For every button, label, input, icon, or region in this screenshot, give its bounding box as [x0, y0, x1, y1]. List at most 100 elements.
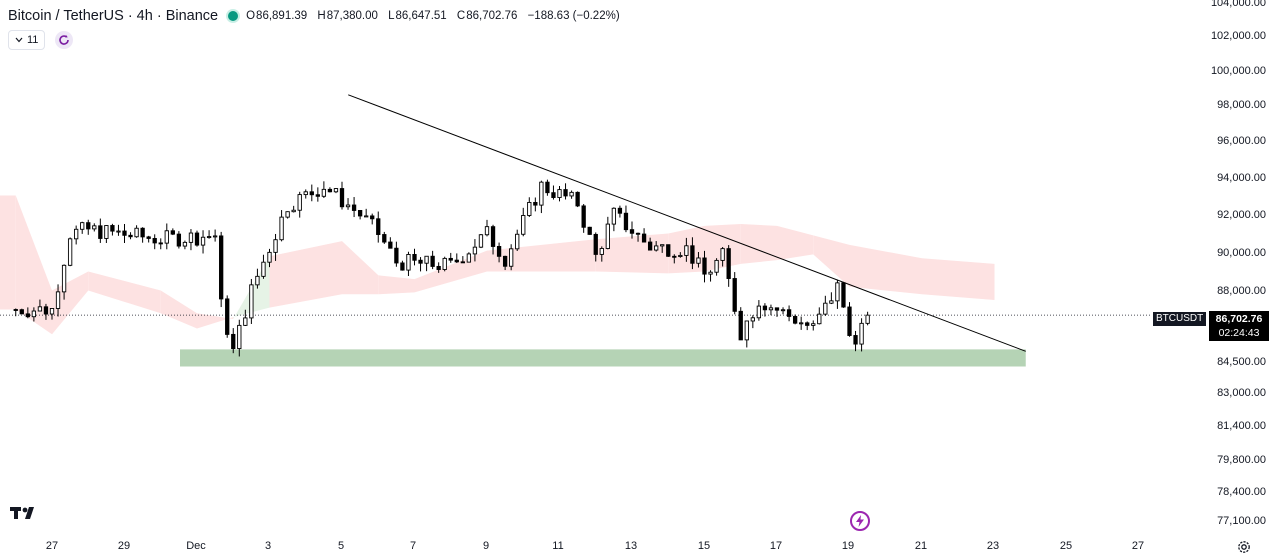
- candle: [811, 323, 816, 326]
- time-axis-label: Dec: [186, 540, 206, 552]
- candle: [756, 305, 762, 319]
- candle: [49, 308, 55, 315]
- legend-header[interactable]: Bitcoin / TetherUS · 4h · Binance O86,89…: [8, 6, 627, 26]
- chevron-down-icon: [15, 37, 23, 43]
- candle: [200, 236, 206, 246]
- candle: [738, 310, 743, 341]
- candle: [249, 284, 254, 319]
- candle: [690, 245, 695, 264]
- time-axis-label: 17: [769, 540, 783, 552]
- time-axis-label: 13: [624, 540, 638, 552]
- candle: [527, 201, 532, 216]
- candle: [364, 215, 369, 218]
- last-price-value: 86,702.76: [1215, 313, 1263, 325]
- candle: [762, 305, 768, 311]
- candle: [853, 335, 858, 345]
- candle: [206, 236, 212, 239]
- candle: [708, 271, 713, 275]
- candle: [170, 230, 175, 235]
- candle: [599, 248, 604, 255]
- price-axis-label: 94,000.00: [1217, 172, 1266, 184]
- candle: [515, 233, 520, 250]
- candle: [98, 225, 103, 239]
- candle: [315, 194, 320, 197]
- time-axis-label: 15: [697, 540, 711, 552]
- price-axis-label: 83,000.00: [1217, 387, 1266, 399]
- candle: [533, 201, 538, 206]
- candle: [660, 244, 665, 247]
- cloud-segment: [15, 195, 52, 335]
- candle: [865, 314, 870, 324]
- price-axis-label: 78,400.00: [1217, 486, 1266, 498]
- time-axis-label: 27: [45, 540, 59, 552]
- symbol-title[interactable]: Bitcoin / TetherUS · 4h · Binance: [8, 8, 219, 24]
- bar-countdown: 02:24:43: [1218, 327, 1260, 339]
- candle: [86, 222, 91, 230]
- candle: [291, 209, 296, 213]
- time-axis-label: 11: [552, 540, 564, 552]
- candle: [732, 278, 737, 312]
- candle: [158, 242, 163, 245]
- support-zone: [180, 349, 1026, 367]
- candle: [309, 191, 314, 196]
- candle: [817, 313, 822, 325]
- candle: [152, 238, 157, 244]
- candle: [575, 191, 580, 207]
- candle: [472, 246, 478, 255]
- candle: [122, 230, 127, 236]
- candle: [805, 322, 810, 326]
- price-axis[interactable]: 104,000.00 102,000.00 100,000.00 98,000.…: [1150, 0, 1280, 559]
- candle: [400, 262, 405, 271]
- candle: [188, 232, 194, 243]
- candle: [641, 233, 647, 243]
- lightning-icon[interactable]: [850, 511, 870, 531]
- indicators-toggle-button[interactable]: 11: [8, 30, 46, 50]
- candle: [454, 259, 459, 263]
- candle: [521, 215, 526, 235]
- candle: [31, 310, 37, 318]
- tradingview-logo-icon[interactable]: [10, 505, 40, 526]
- gear-icon[interactable]: [1236, 539, 1252, 555]
- price-axis-label: 84,500.00: [1217, 356, 1266, 368]
- candle: [345, 204, 351, 208]
- candle: [61, 264, 67, 293]
- candle: [587, 226, 592, 235]
- candle: [605, 223, 610, 249]
- market-status-icon: [228, 11, 239, 21]
- candle: [768, 307, 774, 311]
- candle: [55, 291, 61, 309]
- candle: [551, 192, 556, 198]
- candle: [104, 225, 109, 239]
- candle: [654, 245, 659, 251]
- candle: [376, 218, 381, 235]
- candle: [823, 302, 828, 315]
- cloud-segment: [160, 290, 197, 329]
- candle: [702, 257, 707, 275]
- candle: [273, 239, 278, 253]
- price-axis-label: 100,000.00: [1210, 65, 1266, 77]
- candle: [647, 241, 653, 251]
- cloud-segment: [88, 271, 161, 314]
- candle: [382, 234, 387, 243]
- candle: [780, 309, 786, 312]
- time-axis-label: 19: [841, 540, 855, 552]
- sync-icon[interactable]: [55, 31, 74, 49]
- descending-trendline[interactable]: [348, 94, 1026, 352]
- candle: [394, 247, 399, 264]
- candle: [696, 257, 701, 264]
- candle: [466, 253, 472, 263]
- candle: [635, 232, 641, 235]
- candle: [225, 298, 230, 335]
- candle: [484, 226, 490, 236]
- candle: [829, 300, 834, 304]
- cloud-segment: [740, 224, 777, 264]
- price-axis-label: 102,000.00: [1210, 30, 1266, 42]
- candle: [339, 188, 345, 208]
- cloud-segment: [777, 225, 814, 261]
- cloud-segment: [0, 195, 16, 310]
- candles: [13, 179, 870, 357]
- candle: [37, 306, 43, 312]
- price-chart[interactable]: [0, 0, 1150, 559]
- candle: [436, 265, 441, 270]
- candle: [799, 322, 804, 325]
